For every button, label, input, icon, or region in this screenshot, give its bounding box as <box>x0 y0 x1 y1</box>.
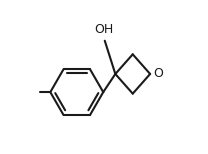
Text: O: O <box>153 67 163 81</box>
Text: OH: OH <box>94 23 114 36</box>
